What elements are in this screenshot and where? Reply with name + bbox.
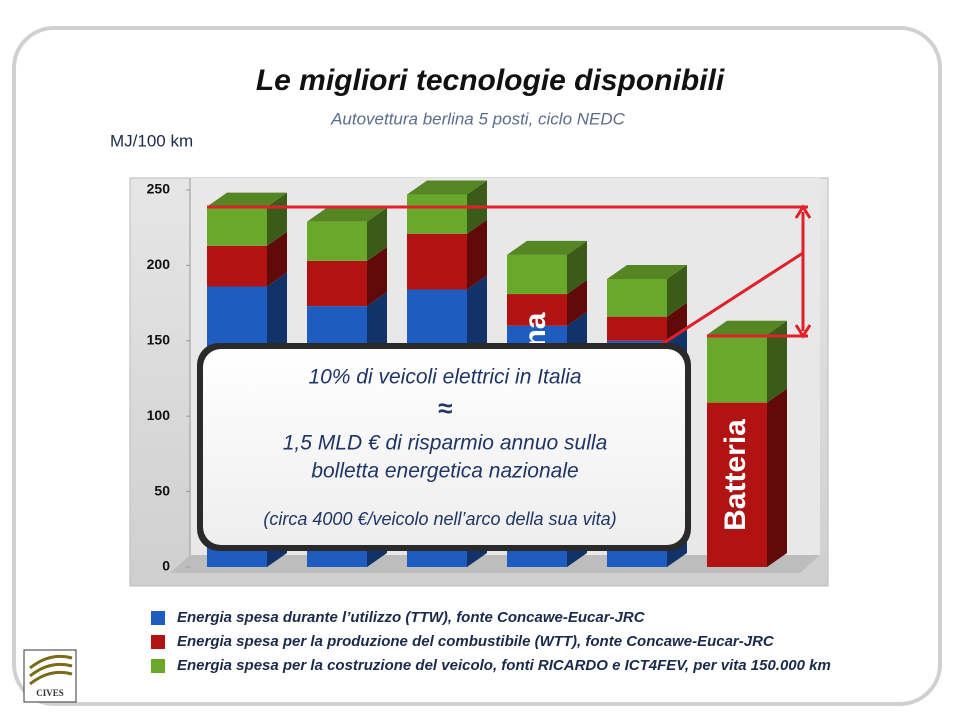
legend-label: Energia spesa per la produzione del comb… [177, 633, 775, 650]
legend-label: Energia spesa durante l’utilizzo (TTW), … [177, 609, 646, 626]
bar-segment [607, 278, 667, 317]
bar-segment [307, 260, 367, 307]
bar-side [667, 302, 687, 341]
y-tick-label: 200 [147, 256, 171, 272]
bracket [207, 204, 812, 357]
bar-side [767, 388, 787, 567]
legend-swatch [151, 659, 165, 673]
bar-side [367, 207, 387, 261]
bar-side [567, 240, 587, 295]
callout-line: ≈ [438, 393, 453, 423]
y-tick-label: 100 [147, 407, 171, 423]
bar-side [467, 219, 487, 290]
callout-text: 10% di veicoli elettrici in Italia ≈1,5 M… [263, 366, 616, 529]
logo-mark [29, 654, 73, 686]
callout-line: bolletta energetica nazionale [311, 460, 578, 483]
callout-line: (circa 4000 €/veicolo nell’arco della su… [263, 509, 616, 529]
bar-side [667, 264, 687, 317]
bar-segment [507, 254, 567, 295]
legend: Energia spesa durante l’utilizzo (TTW), … [151, 609, 831, 674]
bar-side [767, 320, 787, 403]
y-axis-label: MJ/100 km [110, 131, 193, 150]
subtitle: Autovettura berlina 5 posti, ciclo NEDC [330, 109, 626, 128]
bar-top [507, 240, 587, 255]
bar-top [307, 207, 387, 222]
callout-inner [203, 349, 685, 545]
y-tick-label: 50 [154, 482, 170, 498]
bar-segment [207, 206, 267, 246]
bar-side [367, 246, 387, 307]
bar-segment [307, 221, 367, 261]
title: Le migliori tecnologie disponibili [256, 64, 725, 97]
pointer-line [644, 251, 804, 357]
bar-side [267, 231, 287, 287]
bracket-arrows [794, 204, 812, 339]
bar-segment [707, 402, 767, 567]
bar-segment [407, 233, 467, 290]
bar-label: na [519, 312, 552, 347]
callout-line: 10% di veicoli elettrici in Italia [308, 366, 581, 389]
y-tick-label: 0 [162, 558, 170, 574]
bar-top [207, 192, 287, 207]
legend-swatch [151, 611, 165, 625]
bar-segment [407, 194, 467, 234]
bar-top [607, 264, 687, 279]
bar-segment [507, 294, 567, 326]
bar-segment [707, 334, 767, 403]
bar-top [707, 320, 787, 335]
logo-text: CIVES [36, 688, 64, 698]
bar-top [407, 180, 487, 195]
bar-segment [207, 245, 267, 287]
legend-swatch [151, 635, 165, 649]
legend-label: Energia spesa per la costruzione del vei… [177, 657, 831, 674]
y-tick-label: 250 [147, 181, 171, 197]
bar-side [567, 280, 587, 326]
callout-line: 1,5 MLD € di risparmio annuo sulla [283, 432, 608, 455]
y-tick-label: 150 [147, 332, 171, 348]
bar-segment [607, 316, 667, 341]
bar-label: Batteria [719, 419, 752, 531]
